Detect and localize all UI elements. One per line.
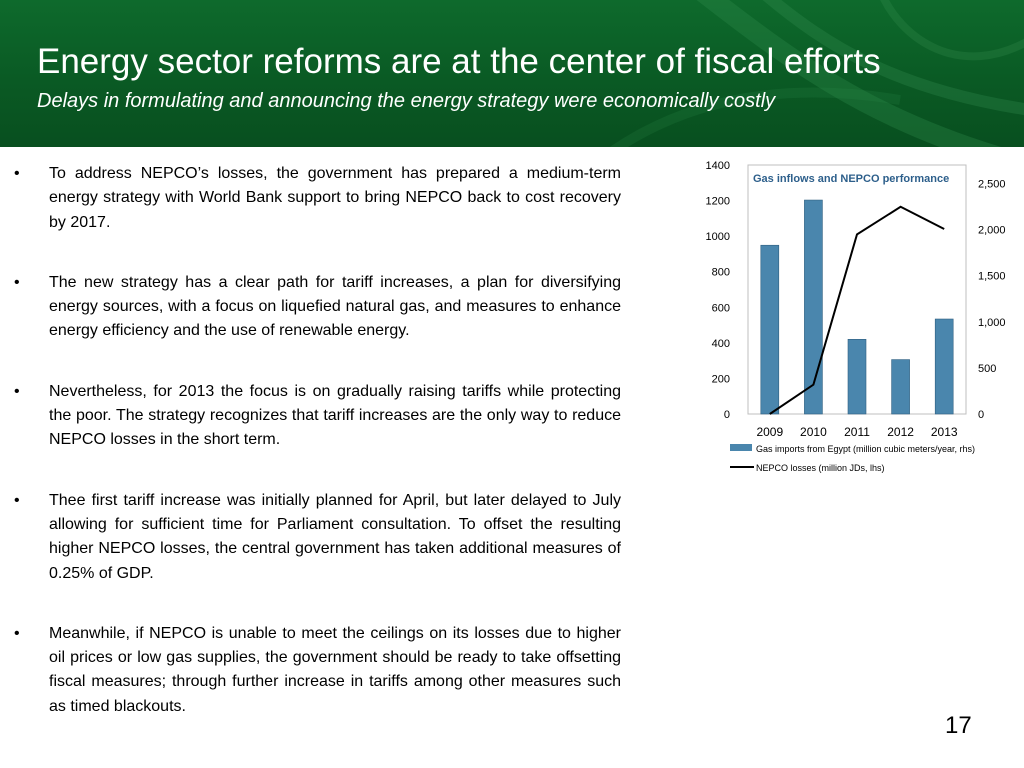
nepco-losses-line (769, 205, 945, 415)
right-axis-tick-label: 2,500 (978, 178, 1006, 190)
x-axis-tick-label: 2013 (931, 425, 958, 439)
left-axis-tick-label: 1200 (706, 196, 730, 208)
x-axis-tick-label: 2012 (887, 425, 914, 439)
legend-label-gas-imports: Gas imports from Egypt (million cubic me… (756, 444, 975, 454)
left-axis-tick-label: 1000 (706, 231, 730, 243)
x-axis-tick-label: 2011 (844, 425, 870, 439)
x-axis-tick-label: 2009 (756, 425, 783, 439)
legend-swatch-gas-imports (730, 444, 752, 451)
bar-2010 (804, 199, 823, 415)
bar-2009 (760, 244, 780, 415)
left-axis-tick-label: 800 (712, 267, 730, 279)
bar-2011 (847, 339, 867, 415)
right-axis-tick-label: 2,000 (978, 225, 1006, 237)
bullet-marker: • (14, 273, 20, 291)
bullet-marker: • (14, 165, 20, 182)
bullet-item: • The new strategy has a clear path for … (14, 271, 621, 344)
slide-title: Energy sector reforms are at the center … (37, 42, 881, 81)
bullet-item: • Meanwhile, if NEPCO is unable to meet … (14, 622, 621, 719)
slide-header: Energy sector reforms are at the center … (0, 0, 1024, 147)
left-axis-tick-label: 600 (712, 302, 730, 314)
chart-title: Gas inflows and NEPCO performance (753, 173, 949, 185)
bullet-text: To address NEPCO’s losses, the governmen… (49, 165, 621, 231)
header-decoration (609, 0, 1024, 147)
bullet-text: Meanwhile, if NEPCO is unable to meet th… (49, 624, 621, 715)
left-axis-tick-label: 1400 (706, 160, 730, 172)
bullet-text: Nevertheless, for 2013 the focus is on g… (49, 382, 621, 449)
slide-subtitle: Delays in formulating and announcing the… (37, 90, 776, 112)
left-axis-tick-label: 400 (712, 338, 730, 350)
bullet-text: Thee first tariff increase was initially… (49, 491, 621, 582)
gas-nepco-chart: Gas inflows and NEPCO performance 0 200 400… (706, 160, 1006, 473)
bullet-text: The new strategy has a clear path for ta… (49, 273, 621, 340)
bar-2012 (891, 359, 910, 415)
right-axis-tick-label: 1,000 (978, 317, 1006, 329)
bullet-item: • Thee first tariff increase was initial… (14, 489, 621, 586)
right-axis-tick-label: 0 (978, 409, 984, 421)
bar-2013 (934, 318, 954, 415)
bullet-item: • Nevertheless, for 2013 the focus is on… (14, 380, 621, 453)
x-axis-tick-label: 2010 (800, 425, 827, 439)
left-axis-tick-label: 0 (724, 409, 730, 421)
right-axis-tick-label: 500 (978, 363, 996, 375)
bullet-marker: • (14, 624, 20, 642)
bullet-marker: • (14, 382, 20, 400)
bullet-list: • To address NEPCO’s losses, the governm… (14, 162, 621, 755)
slide-number: 17 (945, 712, 972, 739)
bullet-item: • To address NEPCO’s losses, the governm… (14, 162, 621, 235)
legend-label-nepco-losses: NEPCO losses (million JDs, lhs) (756, 463, 885, 473)
left-axis-tick-label: 200 (712, 373, 730, 385)
bullet-marker: • (14, 491, 20, 509)
right-axis-tick-label: 1,500 (978, 271, 1006, 283)
